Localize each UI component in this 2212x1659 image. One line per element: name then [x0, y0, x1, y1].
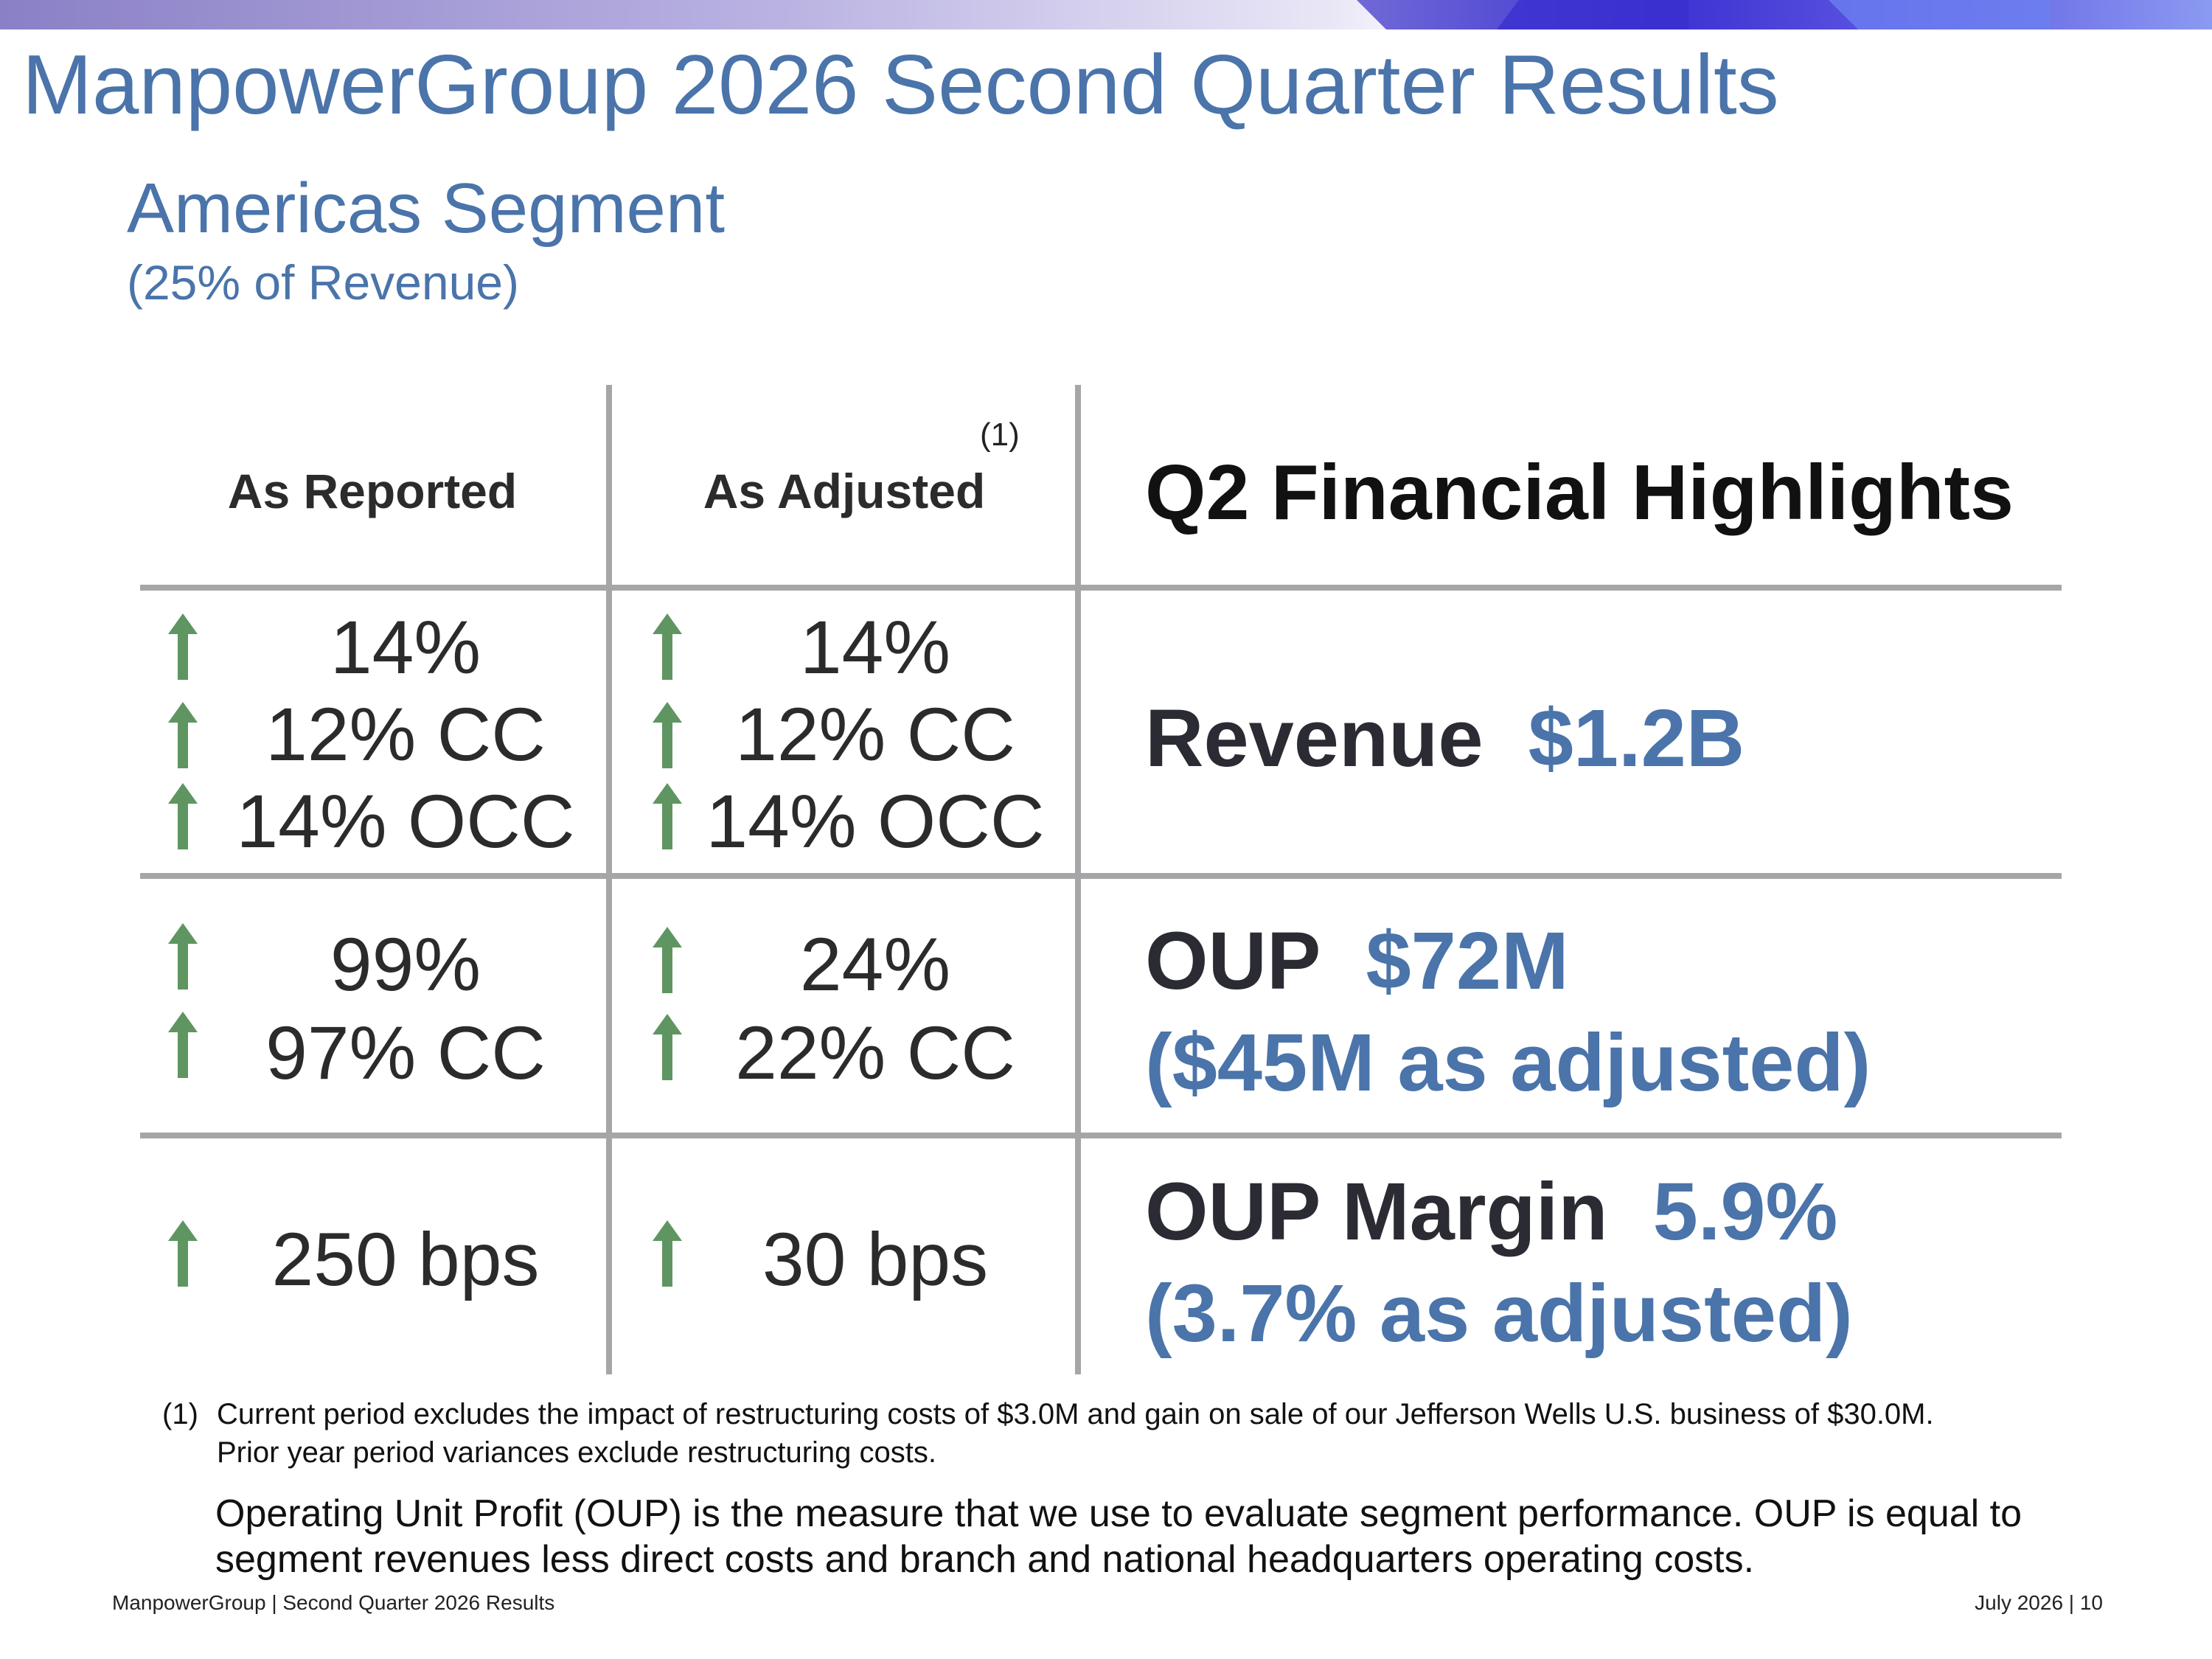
- row-divider-1: [140, 585, 2062, 591]
- oup-adjusted-cc: 22% CC: [735, 1011, 1015, 1095]
- header-banner: [0, 0, 2212, 29]
- footer-left: ManpowerGroup | Second Quarter 2026 Resu…: [112, 1591, 555, 1614]
- margin-label: OUP Margin: [1145, 1166, 1608, 1257]
- revenue-highlight: Revenue $1.2B: [1145, 692, 1745, 785]
- segment-title: Americas Segment: [127, 169, 725, 248]
- oup-reported-change: 99%: [330, 922, 481, 1006]
- arrow-up-icon: [653, 927, 682, 993]
- oup-adjusted-highlight: ($45M as adjusted): [1145, 1018, 1871, 1108]
- revenue-adjusted-occ: 14% OCC: [706, 779, 1045, 863]
- revenue-reported-occ: 14% OCC: [236, 779, 575, 863]
- arrow-up-icon: [168, 702, 198, 768]
- margin-value: 5.9%: [1652, 1166, 1838, 1257]
- arrow-up-icon: [653, 613, 682, 680]
- footnote-marker: (1): [980, 417, 1020, 453]
- revenue-adjusted-change: 14%: [799, 605, 951, 689]
- arrow-up-icon: [168, 783, 198, 849]
- row-divider-2: [140, 873, 2062, 879]
- arrow-up-icon: [653, 1220, 682, 1287]
- footer-right: July 2026 | 10: [1975, 1591, 2103, 1614]
- page-title: ManpowerGroup 2026 Second Quarter Result…: [22, 38, 1779, 132]
- column-header-adjusted: As Adjusted: [703, 464, 986, 518]
- oup-reported-cc: 97% CC: [265, 1011, 546, 1095]
- revenue-adjusted-cc: 12% CC: [735, 692, 1015, 776]
- revenue-reported-cc: 12% CC: [265, 692, 546, 776]
- arrow-up-icon: [653, 783, 682, 849]
- oup-definition: Operating Unit Profit (OUP) is the measu…: [215, 1492, 2022, 1581]
- footnote-number: (1): [162, 1398, 198, 1430]
- revenue-reported-change: 14%: [330, 605, 481, 689]
- column-header-reported: As Reported: [227, 464, 518, 518]
- arrow-up-icon: [168, 1220, 198, 1287]
- row-divider-3: [140, 1133, 2062, 1138]
- oup-highlight: OUP $72M: [1145, 914, 1569, 1008]
- arrow-up-icon: [653, 702, 682, 768]
- arrow-up-icon: [653, 1014, 682, 1080]
- revenue-value: $1.2B: [1528, 693, 1745, 784]
- footnote-text: Current period excludes the impact of re…: [217, 1398, 1934, 1469]
- revenue-label: Revenue: [1145, 693, 1484, 784]
- oup-value: $72M: [1366, 916, 1569, 1006]
- highlights-heading: Q2 Financial Highlights: [1145, 449, 2014, 536]
- margin-reported-change: 250 bps: [271, 1217, 540, 1301]
- arrow-up-icon: [168, 1012, 198, 1078]
- oup-label: OUP: [1145, 916, 1321, 1006]
- margin-adjusted-highlight: (3.7% as adjusted): [1145, 1268, 1853, 1359]
- oup-adjusted-change: 24%: [799, 922, 951, 1006]
- arrow-up-icon: [168, 923, 198, 990]
- margin-adjusted-change: 30 bps: [762, 1217, 989, 1301]
- column-divider-1: [606, 385, 612, 1374]
- arrow-up-icon: [168, 613, 198, 680]
- column-divider-2: [1075, 385, 1081, 1374]
- segment-subtitle: (25% of Revenue): [127, 255, 519, 310]
- margin-highlight: OUP Margin 5.9%: [1145, 1165, 1837, 1259]
